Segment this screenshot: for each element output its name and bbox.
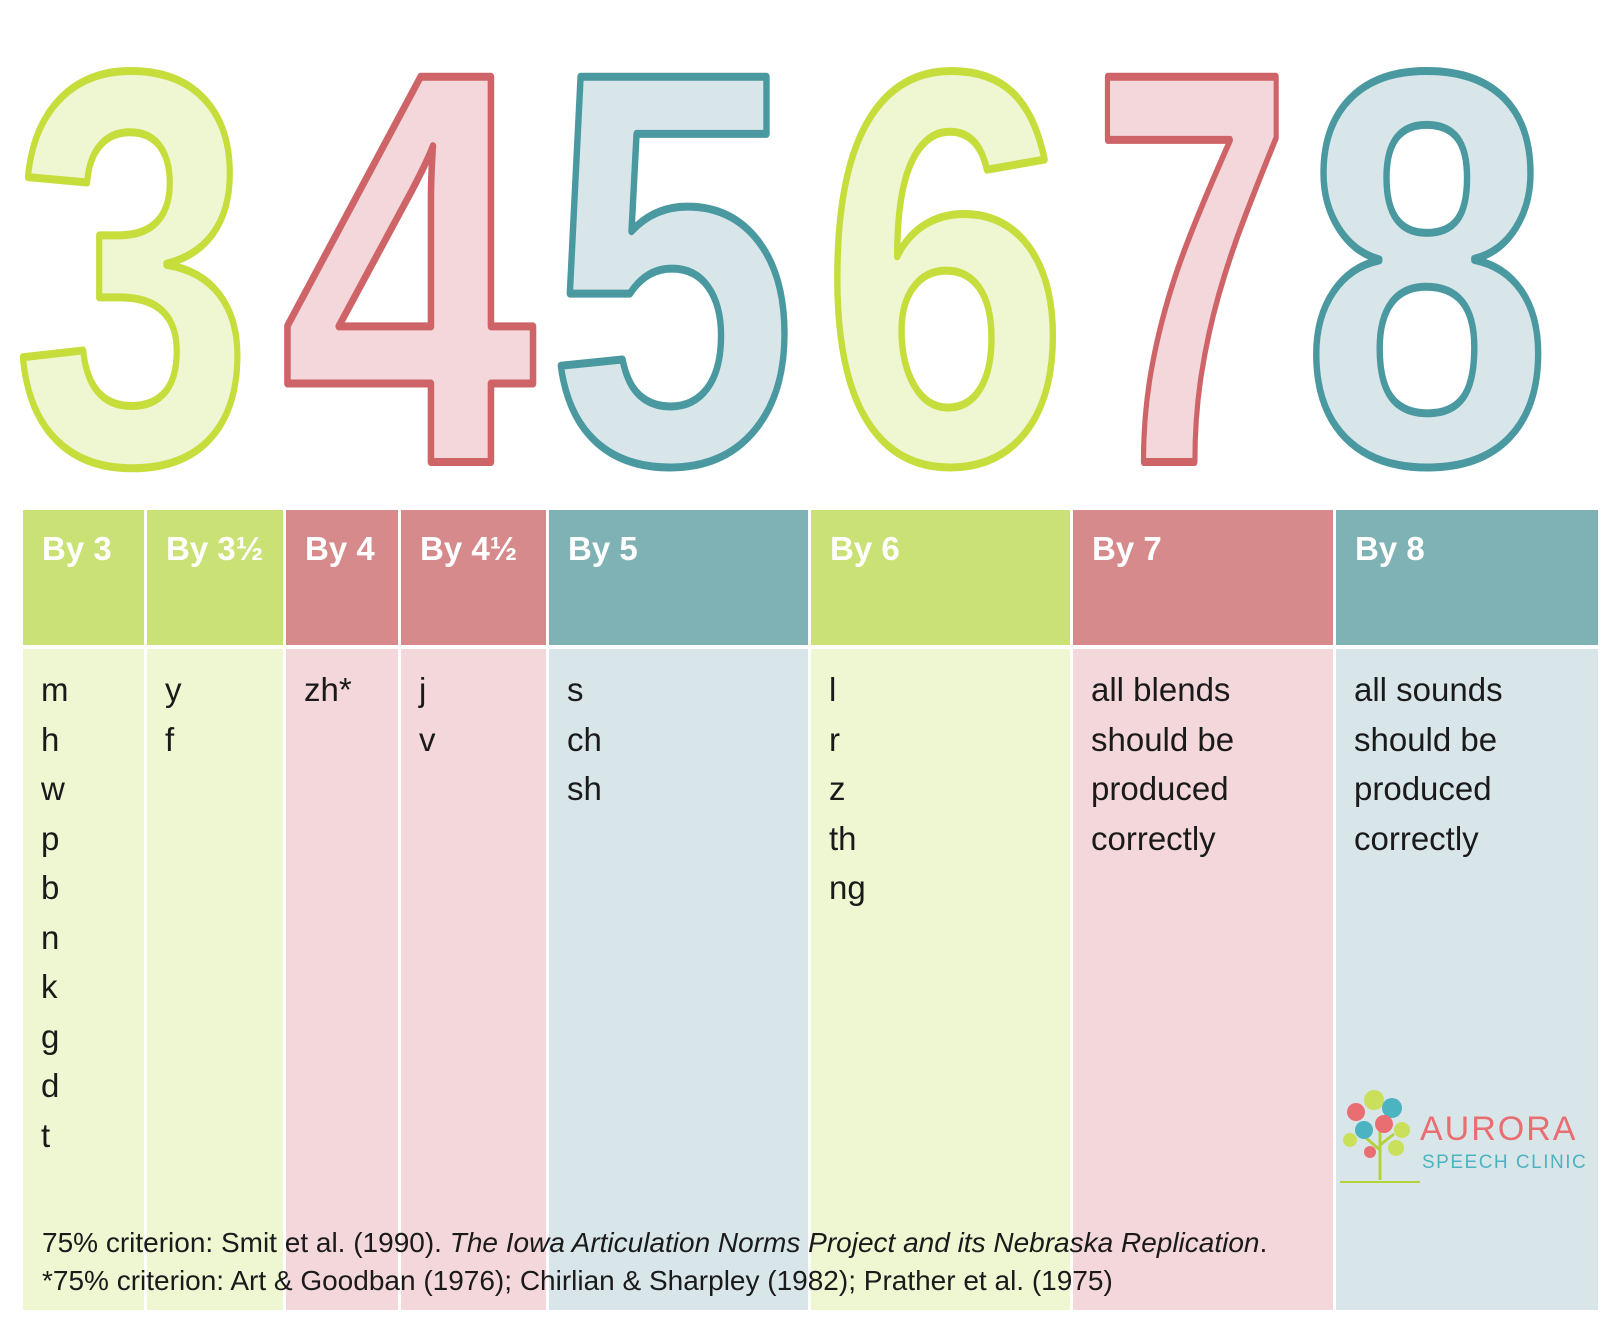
sound-list: l r z th ng (811, 649, 1070, 1310)
citation-1-suffix: . (1259, 1227, 1268, 1258)
column-by-7: By 7 all blends should be produced corre… (1070, 510, 1333, 1310)
digit-8: 8 (1302, 0, 1552, 490)
sound-item: n (41, 918, 60, 956)
sound-item: z (829, 770, 846, 807)
logo-name: AURORA (1420, 1110, 1578, 1148)
citation-line-1: 75% criterion: Smit et al. (1990). The I… (42, 1224, 1267, 1262)
column-header: By 5 (549, 510, 808, 645)
sound-item: th (829, 819, 857, 857)
citation-footnotes: 75% criterion: Smit et al. (1990). The I… (42, 1224, 1267, 1300)
sound-item: ch (567, 720, 602, 758)
sound-item: s (567, 671, 584, 708)
sound-item: v (419, 720, 436, 758)
citation-line-2: *75% criterion: Art & Goodban (1976); Ch… (42, 1265, 1113, 1296)
speech-sound-chart: By 3 m h w p b n k g d t By 3½ y f By 4 … (23, 510, 1598, 1310)
sound-list: m h w p b n k g d t (23, 649, 144, 1310)
sound-item: produced (1091, 770, 1229, 807)
sound-item: correctly (1091, 819, 1216, 857)
column-by-3: By 3 m h w p b n k g d t (23, 510, 144, 1310)
column-header: By 4½ (401, 510, 546, 645)
sound-item: should be (1354, 720, 1498, 758)
sound-item: all sounds (1354, 671, 1503, 708)
column-by-5: By 5 s ch sh (546, 510, 808, 1310)
column-header: By 3 (23, 510, 144, 645)
sound-item: l (829, 671, 837, 708)
sound-item: ng (829, 869, 866, 906)
sound-item: g (41, 1017, 60, 1055)
sound-item: zh* (304, 671, 352, 708)
sound-item: all blends (1091, 671, 1231, 708)
digit-3: 3 (13, 0, 253, 490)
digit-6: 6 (821, 0, 1069, 490)
sound-item: d (41, 1067, 60, 1104)
sound-item: j (419, 671, 427, 708)
column-by-6: By 6 l r z th ng (808, 510, 1070, 1310)
column-header: By 7 (1073, 510, 1333, 645)
sound-item: correctly (1354, 819, 1479, 857)
aurora-speech-clinic-logo: AURORA SPEECH CLINIC (1340, 1090, 1596, 1190)
sound-list: y f (147, 649, 283, 1310)
age-digits-banner: 3 4 5 6 7 8 (9, 0, 1556, 490)
logo-subtitle: SPEECH CLINIC (1422, 1152, 1588, 1173)
sound-item: b (41, 869, 60, 906)
sound-item: produced (1354, 770, 1492, 807)
column-header: By 8 (1336, 510, 1598, 645)
citation-1-prefix: 75% criterion: Smit et al. (1990). (42, 1227, 450, 1258)
tree-of-speech-bubbles-icon (1340, 1090, 1420, 1183)
sound-list: all sounds should be produced correctly (1336, 649, 1598, 1310)
citation-1-title: The Iowa Articulation Norms Project and … (449, 1227, 1260, 1258)
column-by-8: By 8 all sounds should be produced corre… (1333, 510, 1598, 1310)
digit-7: 7 (1092, 0, 1292, 490)
column-by-3-half: By 3½ y f (144, 510, 283, 1310)
sound-item: w (41, 770, 65, 807)
sound-list: all blends should be produced correctly (1073, 649, 1333, 1310)
sound-item: p (41, 819, 60, 857)
sound-item: f (165, 720, 175, 758)
digit-4: 4 (281, 0, 539, 490)
sound-item: r (829, 720, 840, 758)
column-header: By 6 (811, 510, 1070, 645)
sound-list: j v (401, 649, 546, 1310)
column-header: By 3½ (147, 510, 283, 645)
sound-list: zh* (286, 649, 398, 1310)
sound-item: y (165, 671, 182, 708)
sound-item: m (41, 671, 69, 708)
column-by-4-half: By 4½ j v (398, 510, 546, 1310)
sound-list: s ch sh (549, 649, 808, 1310)
sound-item: sh (567, 770, 602, 807)
sound-item: should be (1091, 720, 1235, 758)
sound-item: t (41, 1116, 51, 1154)
sound-item: h (41, 720, 60, 758)
digit-5: 5 (547, 0, 797, 490)
column-header: By 4 (286, 510, 398, 645)
sound-item: k (41, 968, 58, 1005)
column-by-4: By 4 zh* (283, 510, 398, 1310)
